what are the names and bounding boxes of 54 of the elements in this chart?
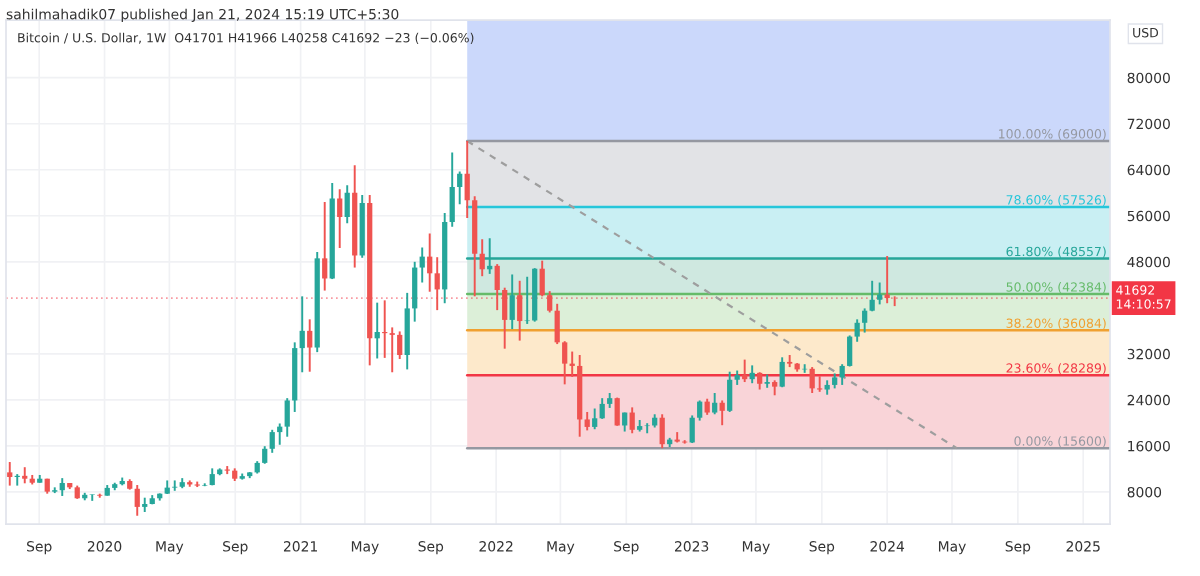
candlestick (659, 413, 665, 450)
candlestick (689, 414, 695, 445)
candlestick (697, 399, 703, 422)
candlestick (449, 151, 455, 228)
candlestick (644, 422, 650, 435)
candlestick (629, 406, 635, 435)
candlestick (337, 188, 343, 249)
candlestick (839, 363, 845, 386)
candlestick (539, 259, 545, 298)
candlestick (599, 397, 605, 420)
candlestick (719, 399, 725, 427)
candlestick (494, 263, 500, 312)
candlestick (562, 340, 568, 386)
candlestick (869, 279, 875, 313)
candlestick (299, 295, 305, 374)
candlestick (89, 493, 95, 502)
candlestick (517, 279, 523, 342)
candlestick (592, 407, 598, 431)
candlestick (374, 301, 380, 360)
candlestick (134, 484, 140, 517)
candlestick (427, 232, 433, 293)
candlestick (412, 260, 418, 323)
candlestick (419, 246, 425, 284)
candlestick (397, 330, 403, 361)
candlestick (779, 356, 785, 389)
candlestick (457, 170, 463, 206)
candlestick (307, 318, 313, 373)
candlestick (434, 256, 440, 312)
candlestick (479, 238, 485, 278)
candlestick (509, 273, 515, 331)
candlestick (877, 281, 883, 306)
candlestick (712, 392, 718, 416)
candlestick (404, 291, 410, 371)
candlestick (269, 428, 275, 454)
candlestick (742, 358, 748, 384)
candlestick (284, 397, 290, 438)
candlestick (817, 375, 823, 393)
candlestick (7, 461, 13, 487)
candlestick (322, 201, 328, 292)
candlestick (847, 334, 853, 368)
candlestick (554, 302, 560, 346)
candlestick (344, 184, 350, 225)
candlestick (727, 370, 733, 413)
candlestick (614, 396, 620, 427)
candlestick (464, 140, 470, 220)
candlestick (854, 318, 860, 343)
candlestick (389, 326, 395, 374)
candlestick (547, 290, 553, 314)
candlestick (502, 286, 508, 350)
candlestick (809, 366, 815, 394)
candlestick (862, 307, 868, 334)
candlestick (524, 275, 530, 325)
candlestick (172, 479, 178, 492)
candlestick (584, 411, 590, 432)
